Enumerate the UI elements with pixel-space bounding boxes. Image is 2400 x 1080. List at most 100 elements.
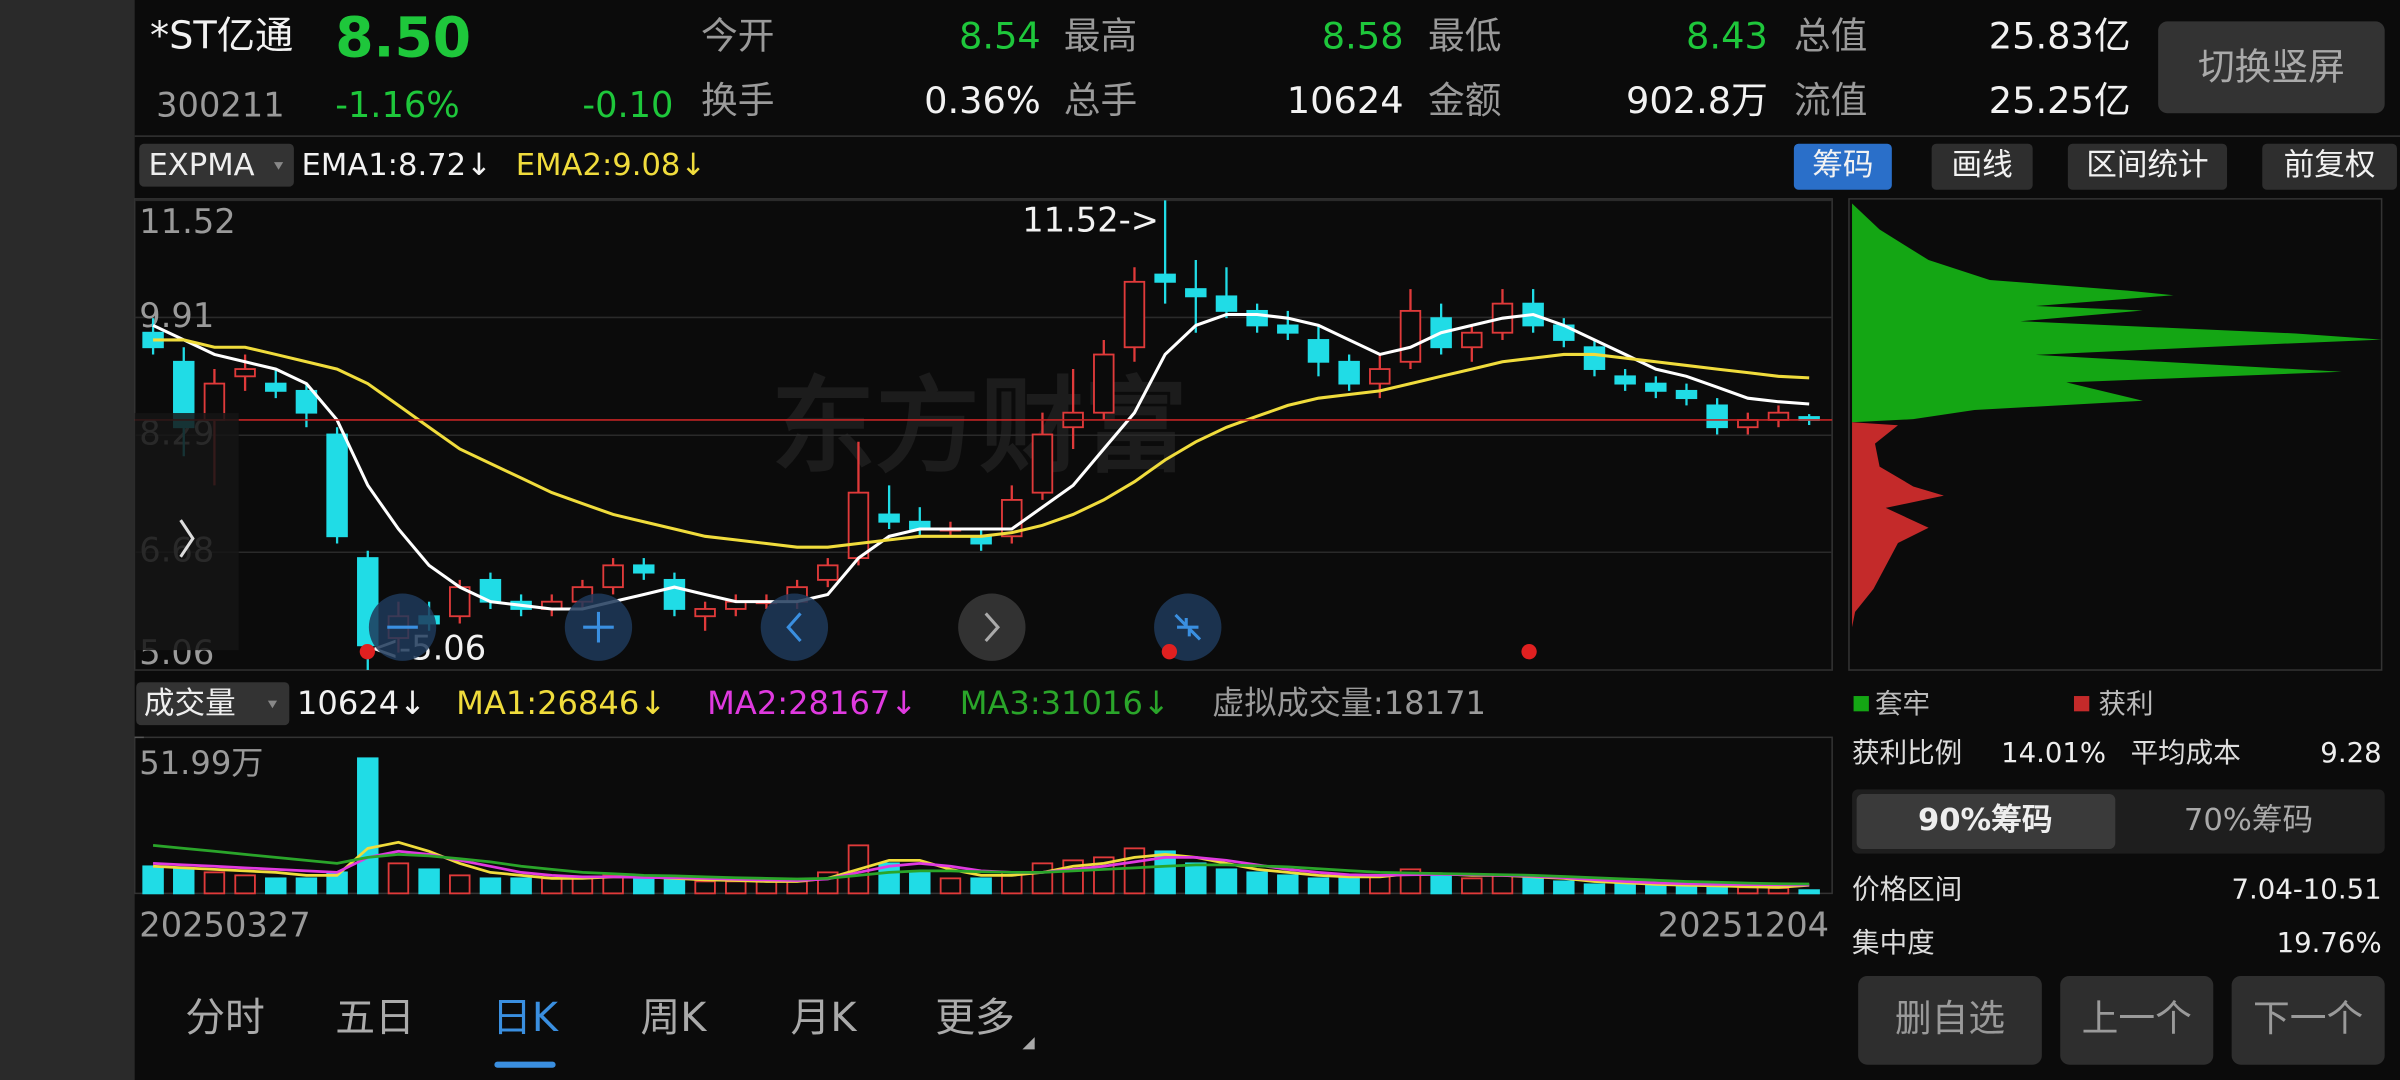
tool-button[interactable] [1931, 143, 2033, 190]
volume-bar [1614, 883, 1636, 895]
candle-body [1767, 411, 1790, 421]
expand-icon [179, 519, 195, 558]
stat-value: 0.36% [924, 79, 1041, 122]
chip-tab[interactable]: 70%筹码 [2184, 803, 2313, 838]
period-tab[interactable]: 月K [791, 995, 858, 1041]
candle-body [817, 564, 839, 581]
y-tick-label: 11.52 [139, 202, 235, 241]
tool-button-label: 筹码 [1812, 148, 1873, 183]
action-button[interactable] [2060, 975, 2214, 1065]
volume-bar [387, 862, 410, 895]
volume-bar [970, 877, 992, 895]
stat-label: 总手 [1064, 79, 1137, 122]
tool-button[interactable] [2067, 143, 2228, 190]
candle-body [1277, 324, 1299, 334]
candle-body [1583, 346, 1606, 370]
volume-bar [1675, 884, 1698, 895]
x-tick-label: 20251204 [1658, 906, 1829, 945]
stat-label: 流值 [1794, 79, 1867, 122]
left-button[interactable] [760, 593, 829, 661]
action-button-label: 下一个 [2253, 997, 2363, 1040]
volume-bar [449, 874, 471, 895]
candle-body [1215, 295, 1238, 312]
legend-swatch [1853, 696, 1869, 712]
event-dot[interactable] [359, 644, 375, 660]
side-strip [0, 0, 135, 1080]
volume-bar [755, 880, 778, 895]
chip-tab-active[interactable] [1856, 793, 2116, 850]
candle-body [694, 608, 716, 618]
candle-body [1093, 353, 1115, 414]
active-underline [494, 1061, 556, 1068]
candle-body [847, 491, 870, 559]
volume-bar [663, 877, 686, 895]
vol-ma1: MA1:26846↓ [456, 684, 666, 722]
rotate-button[interactable] [2158, 21, 2385, 114]
chip-frame [1848, 198, 2383, 671]
volume-indicator-select[interactable] [136, 682, 290, 726]
candle-body [1461, 331, 1483, 349]
action-button-label: 删自选 [1895, 997, 2005, 1040]
stat-value: 10624 [1287, 79, 1404, 122]
tool-button[interactable] [1793, 143, 1892, 190]
candle-body [1123, 280, 1146, 349]
candle-body [663, 578, 686, 610]
candle-body [326, 433, 348, 538]
volume-bar [909, 871, 931, 895]
event-dot[interactable] [1161, 644, 1178, 660]
stat-label: 金额 [1428, 79, 1501, 122]
indicator-select[interactable] [139, 143, 294, 187]
chip-tab[interactable]: 90%筹码 [1918, 803, 2052, 838]
icon [1174, 613, 1202, 641]
ema-line [153, 338, 1810, 549]
tool-button[interactable] [2262, 143, 2397, 190]
icon [583, 611, 614, 643]
tool-button-label: 前复权 [2284, 148, 2376, 183]
volume-chart: 51.99万 20250327 20251204 [134, 736, 1829, 945]
period-tab[interactable]: 更多 [935, 995, 1015, 1041]
period-tabs: 分时 五日 日K 周K 月K 更多 [185, 995, 1035, 1068]
volume-bar [602, 874, 624, 895]
candle-body [1737, 419, 1759, 429]
y-tick-label: 9.91 [139, 296, 214, 335]
extreme-annotation: 11.52-> [1022, 200, 1159, 239]
stock-code: 300211 [156, 86, 285, 125]
volume-bar [1522, 877, 1544, 895]
stat-label: 最高 [1064, 15, 1137, 58]
period-tab[interactable]: 日K [492, 995, 559, 1041]
range-label: 价格区间 [1852, 873, 1962, 905]
stat-value: 8.54 [959, 15, 1041, 58]
stat-value: 25.25亿 [1989, 79, 2131, 122]
volume-bar [418, 868, 440, 895]
action-button-label: 上一个 [2082, 997, 2192, 1040]
volume-bar [939, 877, 962, 895]
period-tab[interactable]: 周K [641, 995, 708, 1041]
action-button[interactable] [2231, 975, 2385, 1065]
change: -0.10 [582, 85, 673, 126]
volume-bar [1123, 847, 1146, 895]
candle-body [1399, 309, 1422, 363]
volume-bar [1277, 874, 1299, 895]
x-tick-label: 20250327 [139, 906, 310, 945]
volume-bar [234, 874, 256, 895]
candle-body [1614, 375, 1636, 385]
volume-bar [265, 877, 287, 895]
period-tab[interactable]: 五日 [335, 995, 415, 1041]
ema2-label: EMA2:9.08↓ [516, 148, 706, 183]
legend-swatch [2073, 696, 2090, 712]
indicator-buttons: 筹码 画线 区间统计 前复权 [1793, 143, 2397, 190]
right-button[interactable] [958, 593, 1026, 661]
dropdown-arrow [267, 700, 278, 709]
volume-bar [571, 877, 594, 895]
period-tab[interactable]: 分时 [185, 995, 265, 1041]
action-button[interactable] [1858, 975, 2042, 1065]
volume-bar [1645, 884, 1667, 895]
event-dot[interactable] [1521, 644, 1537, 660]
volume-bar [1338, 877, 1360, 895]
stat-value: 8.43 [1686, 15, 1768, 58]
concentration-value: 19.76% [2277, 927, 2382, 959]
dropdown-arrow [273, 162, 284, 170]
ema1-label: EMA1:8.72↓ [302, 148, 492, 183]
candle-body [265, 382, 287, 392]
